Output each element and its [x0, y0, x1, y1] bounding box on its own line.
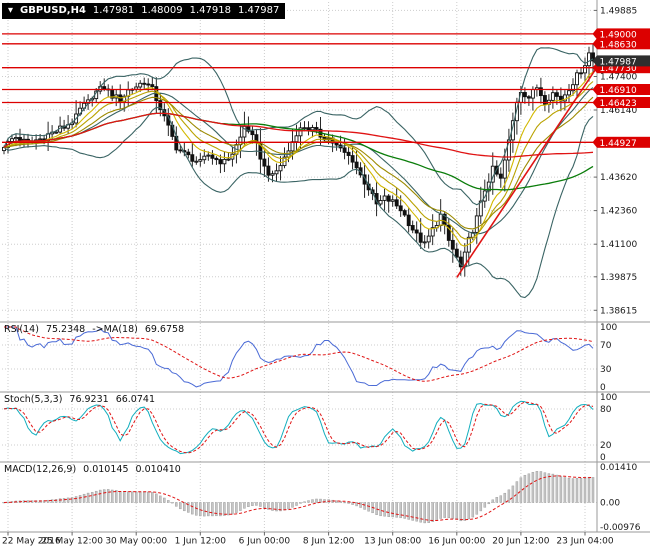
svg-text:1.47400: 1.47400 [600, 73, 637, 83]
moving-averages [3, 71, 594, 247]
stoch-value: 76.9231 [69, 394, 109, 405]
ohlc-high: 1.48009 [141, 5, 183, 16]
macd-name: MACD(12,26,9) [4, 464, 77, 475]
rsi-value: 75.2348 [45, 324, 86, 335]
svg-text:0.00: 0.00 [600, 499, 620, 509]
stochastic-series [3, 400, 594, 455]
rsi-ma-name: ->MA(18) [92, 324, 138, 335]
symbol-ohlc-bar: ▼ GBPUSD,H4 1.47981 1.48009 1.47918 1.47… [2, 3, 286, 19]
level-price-tag: 1.49000 [592, 28, 650, 40]
svg-text:1.38615: 1.38615 [600, 306, 637, 316]
svg-text:1.42360: 1.42360 [600, 207, 637, 217]
svg-text:25 May 12:00: 25 May 12:00 [41, 537, 103, 547]
svg-text:1.49885: 1.49885 [600, 6, 637, 16]
svg-text:1.43620: 1.43620 [600, 173, 637, 183]
macd-signal-value: 0.010410 [135, 464, 181, 475]
bollinger-bands [3, 47, 594, 299]
svg-text:8 Jun 12:00: 8 Jun 12:00 [303, 537, 355, 547]
svg-text:0: 0 [600, 383, 606, 393]
svg-text:1.47987: 1.47987 [600, 57, 637, 67]
svg-text:1.46140: 1.46140 [600, 106, 637, 116]
svg-text:100: 100 [600, 323, 617, 333]
svg-text:1.49000: 1.49000 [600, 30, 637, 40]
svg-text:1.46423: 1.46423 [600, 99, 637, 109]
svg-text:80: 80 [600, 405, 612, 415]
rsi-name: RSI(14) [4, 324, 39, 335]
ohlc-low: 1.47918 [189, 5, 231, 16]
svg-text:1.48630: 1.48630 [600, 40, 637, 50]
stoch-name: Stoch(5,3,3) [4, 394, 63, 405]
svg-text:22 May 2016: 22 May 2016 [2, 537, 61, 547]
current-price-tag: 1.47987 [592, 55, 650, 67]
svg-text:0.01410: 0.01410 [600, 463, 637, 473]
macd-value: 0.010145 [83, 464, 129, 475]
svg-text:16 Jun 00:00: 16 Jun 00:00 [428, 537, 485, 547]
svg-text:1.47730: 1.47730 [600, 64, 637, 74]
macd-signal-line [3, 475, 594, 521]
svg-text:30 May 00:00: 30 May 00:00 [105, 537, 167, 547]
symbol-timeframe-label: GBPUSD,H4 [20, 5, 86, 16]
ohlc-close: 1.47987 [238, 5, 280, 16]
level-price-tag: 1.46910 [592, 84, 650, 96]
svg-text:20: 20 [600, 441, 612, 451]
svg-text:1.39875: 1.39875 [600, 273, 637, 283]
stoch-indicator-label: Stoch(5,3,3) 76.9231 66.0741 [4, 394, 155, 405]
svg-text:6 Jun 00:00: 6 Jun 00:00 [239, 537, 291, 547]
svg-text:100: 100 [600, 393, 617, 403]
svg-text:20 Jun 12:00: 20 Jun 12:00 [492, 537, 549, 547]
svg-text:0: 0 [600, 453, 606, 463]
svg-text:1 Jun 12:00: 1 Jun 12:00 [175, 537, 227, 547]
chart-dropdown-icon[interactable]: ▼ [8, 6, 13, 14]
rsi-series [4, 326, 594, 388]
price-axis[interactable]: 1.49885 1.47400 1.46140 1.43620 1.42360 1.411… [594, 6, 637, 316]
rsi-indicator-label: RSI(14) 75.2348 ->MA(18) 69.6758 [4, 324, 184, 335]
level-price-tag: 1.46423 [592, 97, 650, 109]
svg-text:23 Jun 04:00: 23 Jun 04:00 [556, 537, 613, 547]
svg-text:70: 70 [600, 341, 612, 351]
svg-text:1.44927: 1.44927 [600, 139, 637, 149]
support-resistance-levels[interactable] [2, 33, 595, 143]
svg-text:1.46910: 1.46910 [600, 86, 637, 96]
svg-text:-0.00976: -0.00976 [600, 523, 641, 533]
svg-text:1.41100: 1.41100 [600, 240, 637, 250]
svg-text:13 Jun 08:00: 13 Jun 08:00 [364, 537, 421, 547]
level-price-tag: 1.44927 [592, 136, 650, 149]
macd-indicator-label: MACD(12,26,9) 0.010145 0.010410 [4, 464, 181, 475]
svg-text:30: 30 [600, 365, 612, 375]
ohlc-open: 1.47981 [92, 5, 135, 16]
level-price-tag: 1.48630 [592, 38, 650, 50]
stoch-signal-value: 66.0741 [115, 394, 155, 405]
macd-histogram [2, 471, 595, 524]
rsi-ma-value: 69.6758 [144, 324, 185, 335]
